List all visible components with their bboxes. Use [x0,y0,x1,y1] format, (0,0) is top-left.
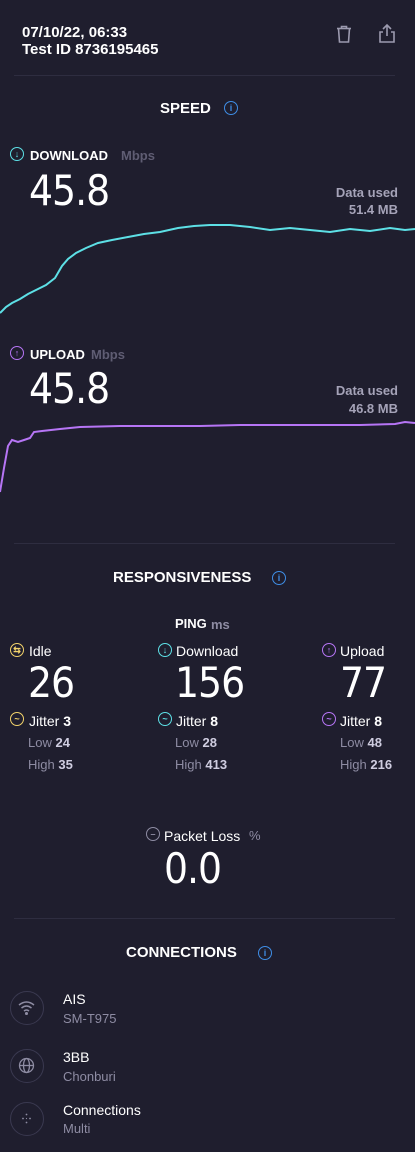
idle-label: Idle [29,643,52,659]
idle-high: High 35 [28,757,73,772]
idle-low: Low 24 [28,735,70,750]
download-arrow-icon: ↓ [10,147,24,161]
upload-high: High 216 [340,757,392,772]
download-speed-value: 45.8 [29,166,110,215]
upload-speed-value: 45.8 [29,364,110,413]
speed-title: SPEED [160,100,211,117]
download-label: DOWNLOAD [30,148,108,163]
upload-low-value: 48 [367,735,382,750]
upload-graph [0,420,415,493]
packet-loss-unit: % [249,828,261,843]
idle-low-value: 24 [55,735,70,750]
download-data-used-label: Data used [335,185,398,200]
download-low-value: 28 [202,735,217,750]
connection-mode-subtitle: Multi [63,1121,91,1136]
idle-high-value: 35 [58,757,73,772]
upload-unit: Mbps [91,347,125,362]
upload-data-used-value: 46.8 MB [348,401,398,416]
ping-upload-icon: ↑ [322,643,336,657]
upload-low-label: Low [340,735,364,750]
idle-low-label: Low [28,735,52,750]
idle-jitter-value: 3 [63,713,72,729]
test-id: Test ID 8736195465 [22,41,159,58]
packet-loss-label: Packet Loss [164,828,241,844]
packet-loss-value: 0.0 [164,844,222,893]
download-data-used-value: 51.4 MB [348,202,398,217]
upload-jitter-value: 8 [374,713,383,729]
download-low: Low 28 [175,735,217,750]
ping-upload-label: Upload [340,643,385,659]
upload-label: UPLOAD [30,347,85,362]
download-low-label: Low [175,735,199,750]
responsiveness-divider [14,918,395,919]
ping-label: PING [175,616,207,631]
upload-jitter-label: Jitter [340,713,371,729]
download-high: High 413 [175,757,227,772]
idle-ping-value: 26 [28,658,75,707]
trash-icon[interactable] [334,24,354,44]
connection-server-subtitle: Chonburi [63,1069,116,1084]
speed-divider [14,543,395,544]
download-jitter-value: 8 [210,713,219,729]
share-icon[interactable] [377,23,397,44]
ping-upload-value: 77 [340,658,387,707]
download-high-label: High [175,757,202,772]
ping-download-label: Download [176,643,239,659]
idle-icon: ⇆ [10,643,24,657]
upload-arrow-icon: ↑ [10,346,24,360]
download-jitter-icon: ~ [158,712,172,726]
upload-jitter-icon: ~ [322,712,336,726]
header-divider [14,75,395,76]
ping-download-icon: ↓ [158,643,172,657]
download-high-value: 413 [205,757,228,772]
responsiveness-title: RESPONSIVENESS [113,569,252,586]
upload-high-label: High [340,757,367,772]
download-unit: Mbps [121,148,155,163]
connection-provider-title: AIS [63,991,86,1007]
upload-low: Low 48 [340,735,382,750]
download-jitter-label: Jitter [176,713,207,729]
connection-provider-subtitle: SM-T975 [63,1011,117,1026]
globe-icon [10,1049,44,1083]
idle-jitter-icon: ~ [10,712,24,726]
connections-title: CONNECTIONS [126,944,237,961]
idle-jitter: Jitter 3 [29,713,71,729]
responsiveness-info-icon[interactable]: i [272,571,286,585]
test-datetime: 07/10/22, 06:33 [22,24,128,41]
download-jitter: Jitter 8 [176,713,218,729]
packet-loss-icon: – [146,827,160,841]
upload-data-used-label: Data used [335,383,398,398]
ping-unit: ms [211,617,230,632]
connections-icon [10,1102,44,1136]
idle-high-label: High [28,757,55,772]
idle-jitter-label: Jitter [29,713,60,729]
connections-info-icon[interactable]: i [258,946,272,960]
ping-download-value: 156 [175,658,245,707]
connection-server-title: 3BB [63,1049,90,1065]
connection-mode-title: Connections [63,1102,141,1118]
wifi-icon [10,991,44,1025]
speed-info-icon[interactable]: i [224,101,238,115]
upload-jitter: Jitter 8 [340,713,382,729]
download-graph [0,224,415,314]
upload-high-value: 216 [370,757,393,772]
